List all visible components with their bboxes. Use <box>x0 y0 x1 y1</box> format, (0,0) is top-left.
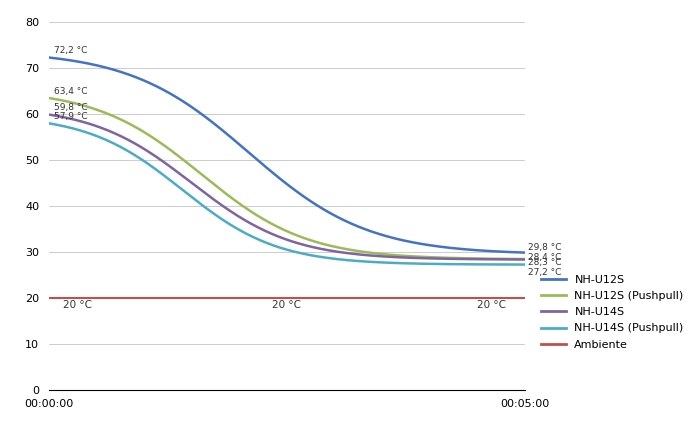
Text: 28,3 °C: 28,3 °C <box>528 258 561 267</box>
Legend: NH-U12S, NH-U12S (Pushpull), NH-U14S, NH-U14S (Pushpull), Ambiente: NH-U12S, NH-U12S (Pushpull), NH-U14S, NH… <box>541 275 684 349</box>
Text: 28,4 °C: 28,4 °C <box>528 253 561 262</box>
Text: 27,2 °C: 27,2 °C <box>528 268 561 277</box>
Text: 20 °C: 20 °C <box>477 300 506 310</box>
Text: 57,9 °C: 57,9 °C <box>54 112 88 121</box>
Text: 29,8 °C: 29,8 °C <box>528 242 561 252</box>
Text: 63,4 °C: 63,4 °C <box>54 87 87 96</box>
Text: 20 °C: 20 °C <box>63 300 92 310</box>
Text: 20 °C: 20 °C <box>272 300 302 310</box>
Text: 59,8 °C: 59,8 °C <box>54 103 88 112</box>
Text: 72,2 °C: 72,2 °C <box>54 46 87 55</box>
